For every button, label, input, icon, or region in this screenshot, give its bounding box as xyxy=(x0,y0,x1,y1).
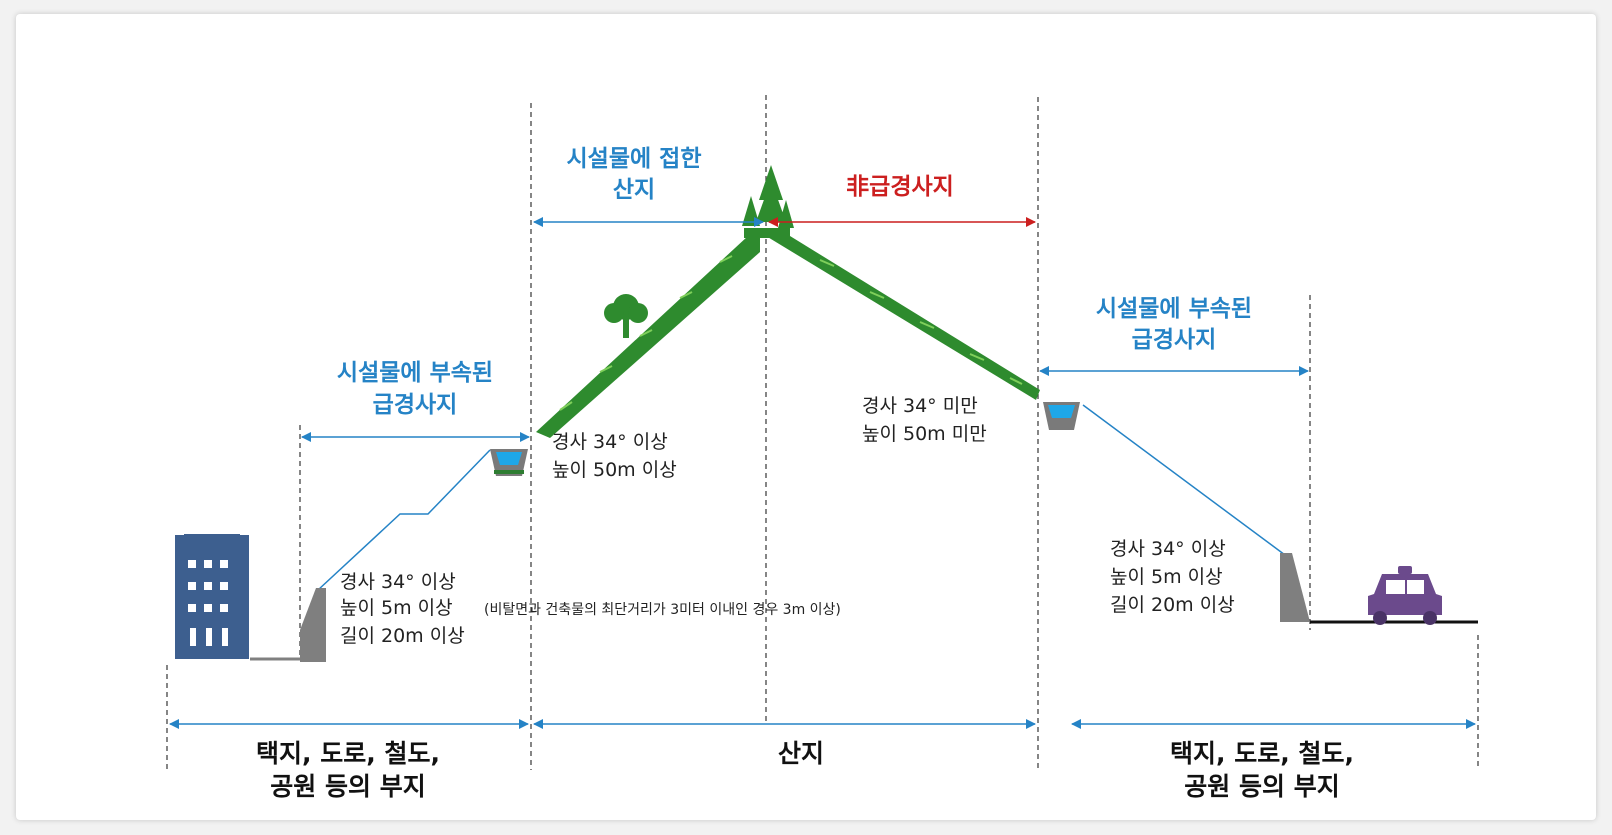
retaining-wall-icon xyxy=(300,588,326,662)
bottom-right-label-line1: 택지, 도로, 철도, xyxy=(1170,739,1354,768)
left-steep-label-line1: 시설물에 부속된 xyxy=(337,360,493,386)
right-facility-spec-3: 길이 20m 이상 xyxy=(1110,594,1235,616)
left-steep-label-line2: 급경사지 xyxy=(373,392,458,418)
left-facility-spec-2: 높이 5m 이상 xyxy=(340,597,453,619)
left-facility-note: (비탈면과 건축물의 최단거리가 3미터 이내인 경우 3m 이상) xyxy=(484,602,841,618)
bottom-center-label: 산지 xyxy=(778,739,824,768)
car-icon xyxy=(1368,566,1442,625)
dashed-guides xyxy=(166,95,1479,770)
right-facility-spec-1: 경사 34° 이상 xyxy=(1110,538,1226,560)
diagram-card xyxy=(16,14,1596,820)
right-slope-line xyxy=(1082,404,1286,556)
terrain xyxy=(317,404,1286,591)
bottom-right-label-line2: 공원 등의 부지 xyxy=(1184,772,1339,801)
bottom-left-label-line2: 공원 등의 부지 xyxy=(270,772,425,801)
conifer-tree-icon xyxy=(742,165,794,238)
left-slope-line xyxy=(317,449,491,591)
right-steep-label-line1: 시설물에 부속된 xyxy=(1096,296,1252,322)
bottom-left-label-line1: 택지, 도로, 철도, xyxy=(256,739,440,768)
mountain-left-face xyxy=(536,236,760,438)
mountain-left-spec-1: 경사 34° 이상 xyxy=(552,431,668,453)
ditch-icon xyxy=(1043,402,1080,430)
left-facility-spec-3: 길이 20m 이상 xyxy=(340,625,465,647)
non-steep-label: 非급경사지 xyxy=(846,174,954,200)
right-steep-label-line2: 급경사지 xyxy=(1132,327,1217,353)
attached-mountain-label-line1: 시설물에 접한 xyxy=(567,146,702,172)
mountain-left-spec-2: 높이 50m 이상 xyxy=(552,459,677,481)
tree-icon xyxy=(604,294,648,338)
mountain-right-face xyxy=(766,236,1040,400)
retaining-wall-icon xyxy=(1280,553,1310,622)
right-facility-spec-2: 높이 5m 이상 xyxy=(1110,566,1223,588)
mountain xyxy=(536,236,1040,438)
range-arrows xyxy=(169,217,1476,729)
building-icon xyxy=(175,534,249,659)
attached-mountain-label-line2: 산지 xyxy=(613,177,655,203)
mountain-right-spec-2: 높이 50m 미만 xyxy=(862,423,987,445)
mountain-right-spec-1: 경사 34° 미만 xyxy=(862,395,978,417)
left-facility-spec-1: 경사 34° 이상 xyxy=(340,571,456,593)
ditch-icon xyxy=(490,449,528,476)
